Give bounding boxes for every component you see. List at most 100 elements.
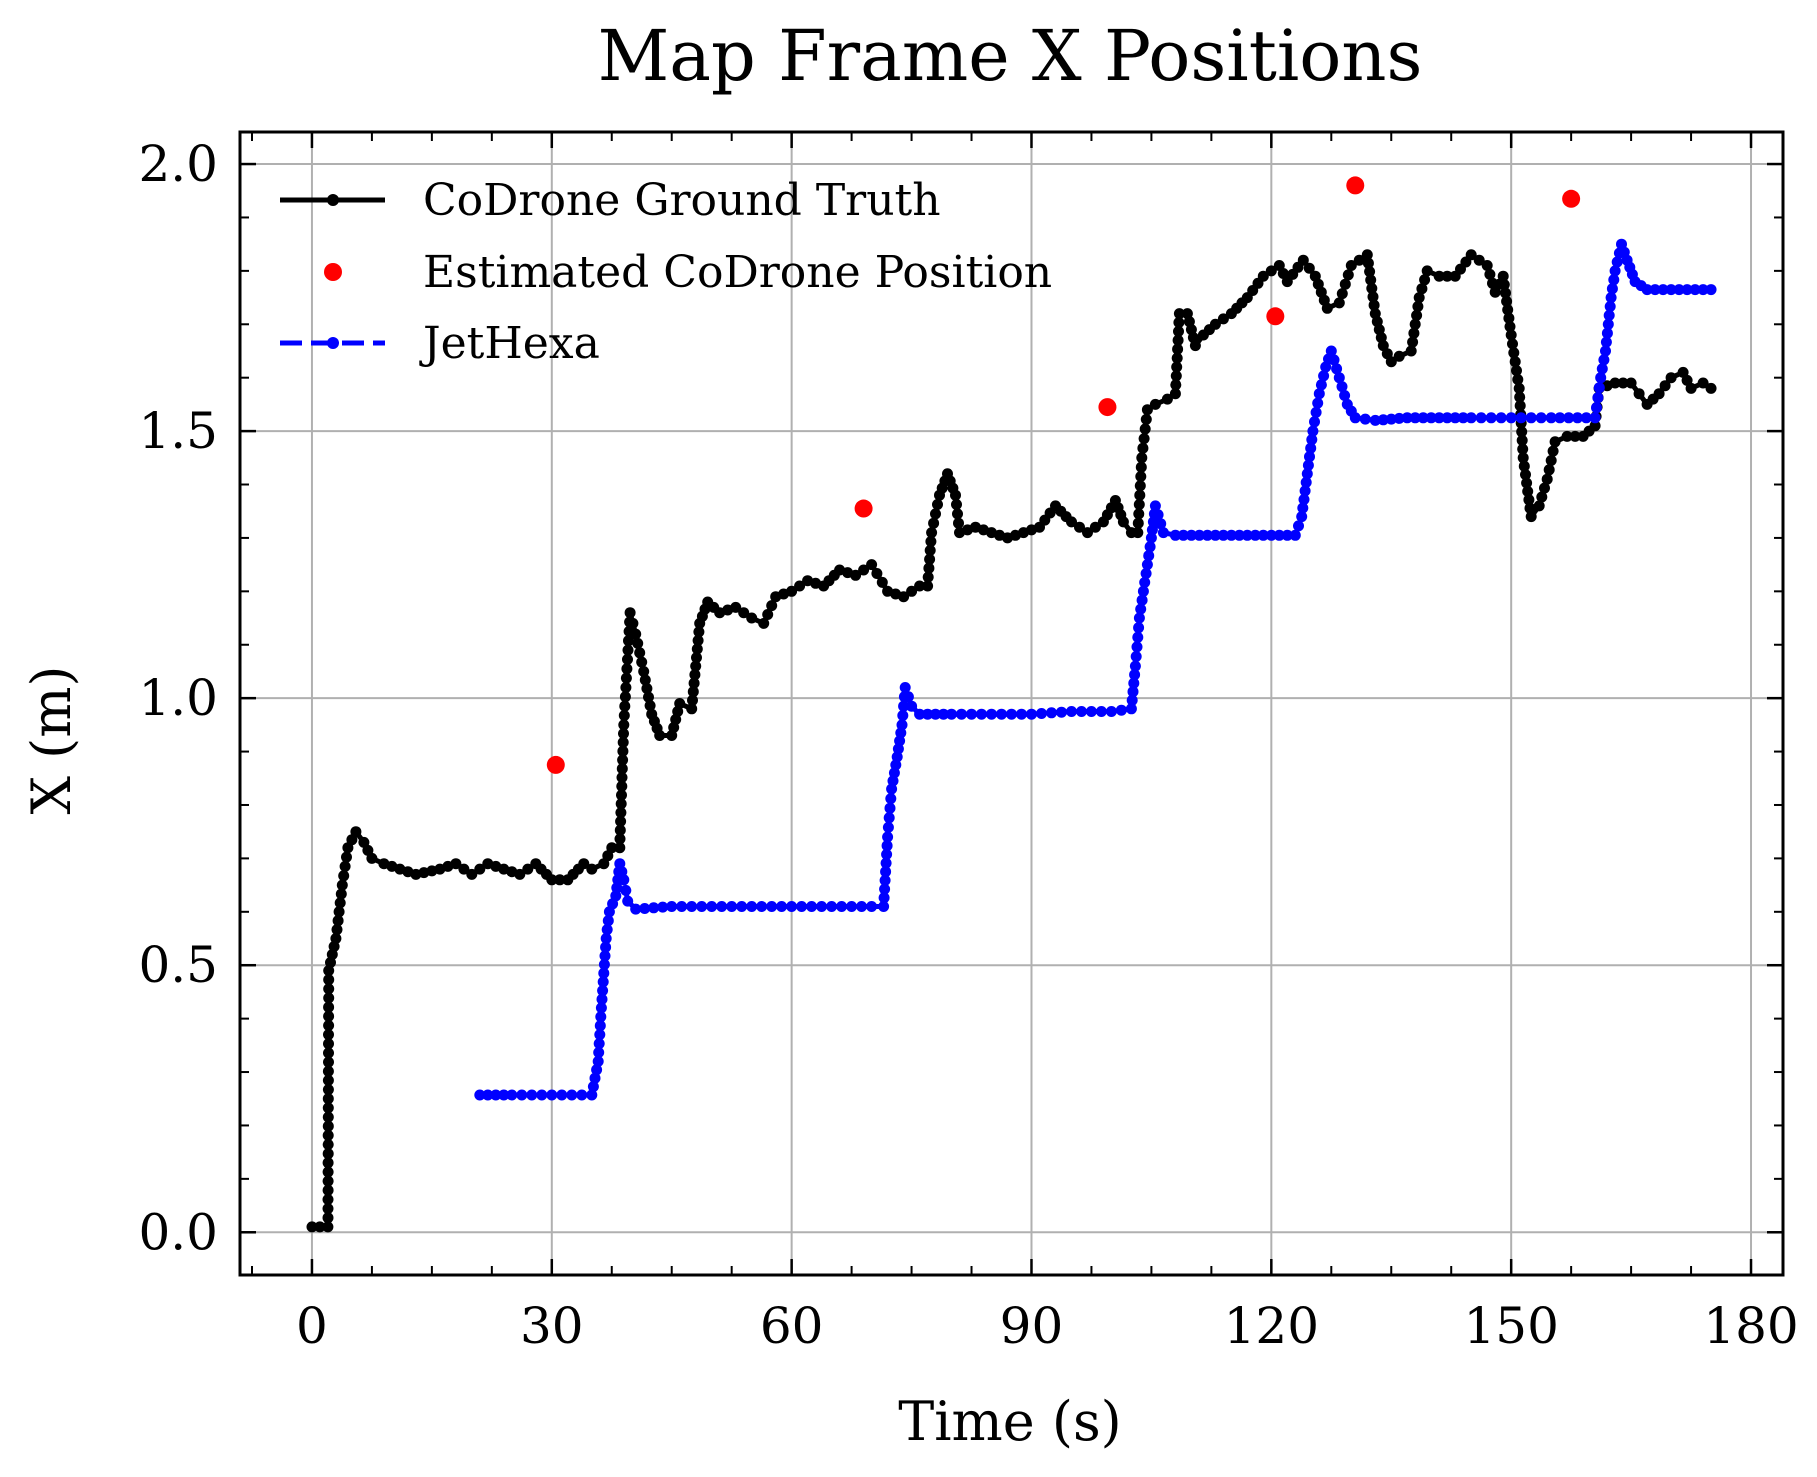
series-point — [1517, 452, 1529, 464]
series-point — [1697, 284, 1709, 296]
x-tick-label: 60 — [760, 1297, 824, 1355]
series-point — [1516, 426, 1528, 438]
series-point — [593, 1047, 605, 1058]
series-point — [1321, 302, 1333, 314]
series-point — [322, 1175, 334, 1187]
series-point — [914, 708, 926, 720]
series-point — [1149, 500, 1161, 512]
series-point — [836, 901, 848, 912]
y-tick-label: 1.0 — [138, 669, 218, 727]
series-point — [1177, 529, 1189, 541]
series-point — [716, 901, 728, 912]
series-point — [1401, 412, 1413, 424]
series-point — [1498, 279, 1510, 291]
series-point — [690, 660, 702, 672]
series-point — [1315, 379, 1327, 391]
series-point — [1095, 706, 1107, 717]
series-point — [592, 1055, 604, 1067]
series-point — [1353, 254, 1365, 266]
chart-title: Map Frame X Positions — [598, 15, 1423, 97]
series-point — [1377, 414, 1389, 426]
series-point — [687, 686, 699, 698]
series-point — [600, 933, 612, 944]
series-point — [1297, 502, 1309, 514]
series-point — [335, 888, 347, 900]
series-point — [776, 901, 788, 912]
series-point — [622, 895, 634, 907]
series-point — [1076, 706, 1087, 717]
series-point — [1393, 412, 1405, 424]
series-point — [1333, 297, 1345, 309]
series-point — [1339, 390, 1351, 401]
series-point — [687, 694, 698, 706]
series-point — [926, 527, 938, 539]
series-point — [554, 874, 566, 886]
series-point — [1189, 340, 1201, 352]
series-point — [850, 569, 862, 581]
series-point — [618, 719, 630, 731]
series-point — [1409, 318, 1421, 330]
series-point — [322, 1157, 334, 1169]
series-point — [1561, 430, 1573, 442]
series-point — [598, 959, 610, 970]
series-point — [1136, 452, 1148, 464]
series-point — [601, 924, 613, 936]
series-point — [1137, 442, 1149, 454]
series-point — [1665, 372, 1677, 384]
series-point — [616, 763, 628, 775]
series-point — [620, 672, 632, 684]
series-point — [1484, 268, 1496, 280]
series-point — [1600, 336, 1612, 348]
series-point — [1641, 284, 1653, 296]
series-point — [1089, 521, 1101, 533]
series-point — [1265, 265, 1277, 277]
series-point — [1481, 260, 1493, 271]
series-point — [1209, 318, 1221, 330]
series-point — [611, 882, 623, 894]
estimate-point — [1098, 398, 1117, 417]
series-point — [323, 1001, 335, 1013]
series-point — [1513, 382, 1525, 394]
series-point — [878, 892, 890, 904]
series-point — [1313, 388, 1325, 400]
series-point — [686, 703, 698, 715]
series-point — [882, 821, 894, 833]
series-point — [322, 1203, 334, 1215]
series-point — [1302, 459, 1314, 471]
series-point — [1433, 270, 1445, 282]
series-point — [1172, 334, 1184, 346]
series-point — [1366, 282, 1378, 294]
series-point — [951, 499, 962, 510]
series-point — [1349, 412, 1361, 424]
series-point — [896, 719, 908, 731]
series-point — [930, 508, 941, 520]
series-point — [566, 1089, 578, 1101]
series-point — [1539, 482, 1550, 494]
series-point — [474, 1089, 486, 1101]
x-tick-label: 120 — [1224, 1297, 1319, 1355]
series-point — [930, 708, 941, 720]
grid — [240, 132, 1783, 1275]
series-point — [657, 901, 669, 913]
series-point — [1006, 708, 1017, 720]
series-point — [866, 901, 878, 912]
series-point — [322, 1139, 334, 1150]
series-point — [898, 591, 910, 603]
series-point — [1131, 641, 1143, 653]
series-point — [1681, 284, 1693, 296]
series-point — [614, 824, 626, 836]
series-point — [516, 1089, 528, 1101]
series-point — [794, 580, 806, 592]
series-point — [898, 700, 910, 712]
series-point — [332, 915, 344, 927]
series-point — [323, 1010, 335, 1022]
series-point — [1297, 254, 1309, 266]
series-point — [1169, 529, 1181, 541]
series-point — [639, 674, 651, 686]
series-point — [1508, 347, 1520, 359]
series-point — [322, 1102, 334, 1114]
series-line — [479, 241, 1711, 1098]
series-point — [928, 517, 940, 529]
series-point — [1665, 284, 1677, 296]
